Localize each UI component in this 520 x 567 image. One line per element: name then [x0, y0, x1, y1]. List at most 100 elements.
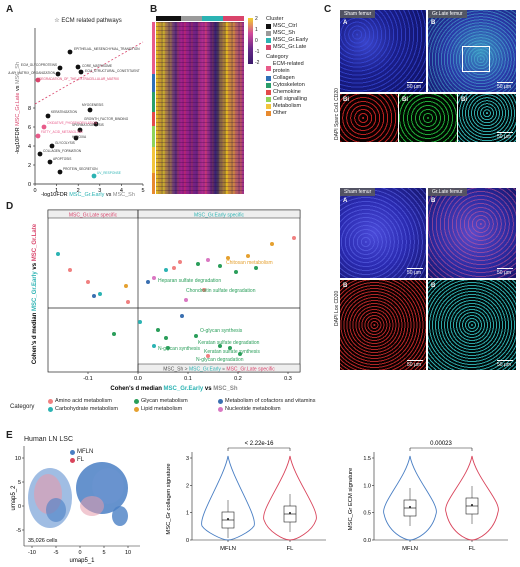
panel-a-xtick: 0: [33, 188, 36, 194]
panel-a-point-label: SPERMATOGENESIS: [72, 123, 104, 127]
legend-swatch: [266, 45, 271, 50]
panel-d-xlabel: Cohen's d median MSC_Gr.Early vs MSC_Sh: [110, 386, 237, 392]
panel-a-point: [78, 69, 84, 75]
panel-d-xtick: 0.1: [184, 376, 192, 382]
umap-xtick: 0: [78, 550, 81, 556]
category-legend-item: ECM-related protein: [266, 61, 320, 75]
violin-ytick: 2: [186, 483, 189, 489]
scale-bar: 50 µm: [497, 362, 511, 368]
panel-d-point: [206, 258, 210, 262]
legend-dot: [48, 406, 53, 412]
zoom-green-image: Bi: [399, 94, 457, 142]
cluster-legend-item: MSC_Sh: [266, 30, 320, 37]
violin-group-label: FL: [287, 546, 295, 552]
panel-d-svg: MSC_Gr.Late specific MSC_Gr.Early specif…: [32, 209, 301, 392]
category-legend-item: Chemokine: [266, 89, 320, 96]
zoom-red-image: Bi: [340, 94, 398, 142]
inner-label-b: B: [431, 283, 436, 289]
panel-a-point-label: OXIDATIVE_PHOSPHORYLATION: [47, 121, 98, 125]
legend-swatch: [266, 90, 271, 95]
violin-pvalue: < 2.22e-16: [245, 441, 275, 447]
panel-d-point: [166, 346, 170, 350]
panel-d-ylabel: Cohen's d median MSC_Gr.Early vs MSC_Gr.…: [32, 223, 38, 364]
panel-d-legend-title: Category: [10, 404, 35, 410]
cluster-legend-title: Cluster: [266, 16, 284, 22]
panel-a-point: [47, 159, 53, 165]
panel-a-point-label: GROWTH_FACTOR_BINDING: [84, 117, 129, 121]
lox-red-image: B 50 µm: [340, 280, 426, 370]
pathway-label: N-glycan degradation: [196, 357, 244, 363]
legend-dot: [134, 406, 139, 412]
umap-svg: -10 -5 0 5 10 10 5 0 -5 umap5_2 umap5_1 35,026 …: [11, 446, 140, 564]
heatmap-scale-tick: 0: [255, 38, 258, 44]
panel-a-point-label: APOPTOSIS: [53, 157, 71, 161]
sham-femur-sparc-image: Sham femur A 50 µm: [340, 10, 426, 92]
panel-d-point: [202, 288, 206, 292]
umap-ytick: 10: [15, 456, 21, 462]
panel-d-point: [184, 298, 188, 302]
panel-a-point-label: ECM_GLYCOPROTEINS: [21, 63, 57, 67]
region-late-specific: MSC_Gr.Late specific: [69, 213, 118, 219]
panel-a-point: [77, 127, 83, 133]
panel-label-d: D: [6, 201, 14, 212]
umap-legend: MFLN FL: [70, 448, 93, 464]
heatmap-color-scale: [248, 18, 253, 64]
heatmap-scale-ticks: 2 1 0 -1 -2: [255, 16, 265, 66]
panel-a-point-label: FATTY_ACID_METABOLISM: [41, 130, 83, 134]
panel-d-point: [152, 276, 156, 280]
panel-c-microscopy: DAPI Sparc Col1 CD20 Sham femur A 50 µm …: [334, 10, 518, 372]
panel-a-point-label: EXTRACELLULAR_MATRIX_ORGANIZATION: [8, 71, 56, 75]
violin-ytick: 0.5: [363, 511, 371, 517]
legend-swatch: [266, 24, 271, 29]
panel-a-point: [41, 124, 47, 130]
heatmap-grid-overlay: [156, 22, 244, 194]
violin-ytick: 0: [186, 538, 189, 544]
violin-collagen-svg: 3 2 1 0 MSC_Gr collagen signature MFLN FL < 2.2…: [166, 441, 326, 552]
panel-a-point-label: ECM_STRUCTURAL_CONSTITUENT: [85, 69, 140, 73]
panel-d-xtick: -0.1: [83, 376, 92, 382]
panel-label-c: C: [324, 4, 332, 15]
umap-legend-item: MFLN: [70, 448, 93, 456]
panel-a-point: [35, 77, 41, 83]
umap-cluster-left: [28, 468, 72, 528]
umap-legend-item: FL: [70, 456, 93, 464]
inner-label-bi: Bi: [461, 97, 467, 103]
pathway-label: N-glycan synthesis: [158, 346, 200, 352]
panel-a-point-label: DEGRADATION_OF_THE_EXTRACELLULAR_MATRIX: [39, 77, 120, 81]
grlate-femur-title: Gr.Late femur: [428, 188, 467, 196]
heatmap-scale-tick: -2: [255, 60, 260, 66]
region-early-specific: MSC_Gr.Early specific: [194, 213, 245, 219]
category-legend-item: Other: [266, 110, 320, 117]
pathway-label: Heparan sulfate degradation: [158, 278, 221, 284]
umap-ylabel: umap5_2: [11, 485, 17, 511]
panel-a-point: [57, 169, 63, 175]
legend-swatch: [266, 31, 271, 36]
scale-bar: 50 µm: [407, 270, 421, 276]
umap-ytick: 5: [18, 480, 21, 486]
panel-d-point: [238, 352, 242, 356]
panel-a-point: [45, 113, 51, 119]
panel-d-point: [56, 252, 60, 256]
grlate-femur-title: Gr.Late femur: [428, 10, 467, 18]
panel-d-point: [152, 344, 156, 348]
panel-d-point: [178, 260, 182, 264]
legend-dot: [218, 406, 223, 412]
panel-a-ytick: 6: [28, 125, 31, 131]
umap-xtick: 5: [102, 550, 105, 556]
panel-d-point: [172, 266, 176, 270]
violin-pvalue: 0.00023: [430, 441, 452, 447]
violin-group-label: MFLN: [402, 546, 418, 552]
inner-label-a: A: [343, 20, 348, 26]
legend-swatch: [266, 65, 271, 71]
panel-d-point: [180, 314, 184, 318]
legend-swatch: [266, 97, 271, 102]
panel-d-point: [254, 266, 258, 270]
panel-d-point: [270, 242, 274, 246]
panel-d-point: [68, 268, 72, 272]
panel-a-point: [67, 49, 73, 55]
grlate-femur-lox-image: Gr.Late femur B 50 µm: [428, 188, 516, 278]
scale-bar: 50 µm: [497, 84, 511, 90]
category-legend-item: Cytoskeleton: [266, 82, 320, 89]
category-legend-item: Collagen: [266, 75, 320, 82]
category-legend-item: Metabolism of cofactors and vitamins: [218, 398, 328, 404]
